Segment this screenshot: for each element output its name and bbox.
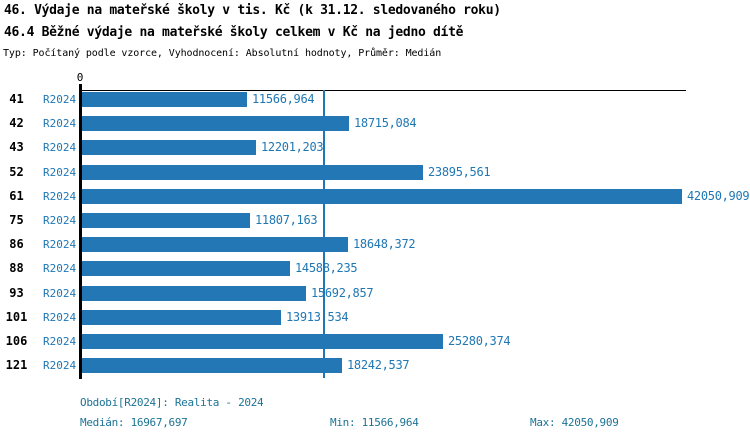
bar-value-label: 42050,909 (687, 188, 750, 203)
report-meta-line: Typ: Počítaný podle vzorce, Vyhodnocení:… (3, 48, 442, 59)
row-period-label: R2024 (43, 286, 77, 300)
row-category-label: 43 (9, 140, 24, 155)
bar (82, 140, 256, 156)
chart-row: 61 R2024 42050,909 (0, 188, 750, 204)
row-category-label: 41 (9, 92, 24, 106)
bar-value-label: 11566,964 (252, 92, 315, 106)
row-category-label: 88 (9, 261, 24, 276)
bar-value-label: 25280,374 (448, 334, 511, 348)
chart-row: 43 R2024 12201,203 (0, 140, 750, 156)
bar-value-label: 18648,372 (353, 237, 416, 252)
x-axis-top-line (79, 90, 686, 91)
bar (82, 213, 250, 228)
row-period-label: R2024 (43, 310, 77, 324)
row-category-label: 106 (5, 334, 28, 348)
row-period-label: R2024 (43, 189, 77, 203)
bar-value-label: 18242,537 (347, 358, 410, 373)
chart-row: 93 R2024 15692,857 (0, 285, 750, 301)
chart-row: 106 R2024 25280,374 (0, 334, 750, 349)
footer-min-label: Min: 11566,964 (330, 416, 419, 429)
row-period-label: R2024 (43, 141, 77, 155)
row-category-label: 61 (9, 188, 24, 203)
row-category-label: 86 (9, 237, 24, 252)
bar-value-label: 13913,534 (286, 309, 349, 324)
footer-median-label: Medián: 16967,697 (80, 416, 188, 429)
row-period-label: R2024 (43, 117, 77, 131)
bar (82, 309, 281, 325)
bar-value-label: 15692,857 (311, 285, 374, 300)
row-category-label: 42 (9, 116, 24, 131)
bar-value-label: 23895,561 (428, 164, 491, 179)
median-line (323, 90, 326, 378)
report-title-line1: 46. Výdaje na mateřské školy v tis. Kč (… (4, 3, 501, 18)
chart-row: 121 R2024 18242,537 (0, 358, 750, 374)
bar (82, 358, 342, 374)
bar-value-label: 11807,163 (255, 213, 318, 227)
chart-row: 86 R2024 18648,372 (0, 237, 750, 253)
row-category-label: 52 (9, 164, 24, 179)
chart-row: 42 R2024 18715,084 (0, 116, 750, 132)
bar (82, 237, 348, 253)
report-title-line2: 46.4 Běžné výdaje na mateřské školy celk… (4, 25, 464, 40)
row-period-label: R2024 (43, 359, 77, 373)
footer-max-label: Max: 42050,909 (530, 416, 619, 429)
bar (82, 116, 349, 132)
bar-value-label: 18715,084 (354, 116, 417, 131)
row-category-label: 101 (5, 309, 28, 324)
bar (82, 285, 306, 301)
x-axis-zero-tick-label: 0 (76, 71, 84, 84)
bar (82, 188, 682, 204)
row-category-label: 75 (9, 213, 24, 227)
y-axis-line (79, 84, 82, 379)
chart-row: 101 R2024 13913,534 (0, 309, 750, 325)
row-period-label: R2024 (43, 93, 77, 106)
bar (82, 261, 290, 277)
footer-period-label: Období[R2024]: Realita - 2024 (80, 396, 264, 409)
chart-row: 52 R2024 23895,561 (0, 164, 750, 180)
chart-row: 41 R2024 11566,964 (0, 92, 750, 107)
row-period-label: R2024 (43, 214, 77, 227)
bar-value-label: 12201,203 (261, 140, 324, 155)
row-period-label: R2024 (43, 238, 77, 252)
bar (82, 334, 443, 349)
chart-row: 88 R2024 14588,235 (0, 261, 750, 277)
bar (82, 92, 247, 107)
row-category-label: 93 (9, 285, 24, 300)
bar-value-label: 14588,235 (295, 261, 358, 276)
row-period-label: R2024 (43, 262, 77, 276)
chart-row: 75 R2024 11807,163 (0, 213, 750, 228)
row-period-label: R2024 (43, 165, 77, 179)
bar (82, 164, 423, 180)
row-period-label: R2024 (43, 335, 77, 348)
row-category-label: 121 (5, 358, 28, 373)
